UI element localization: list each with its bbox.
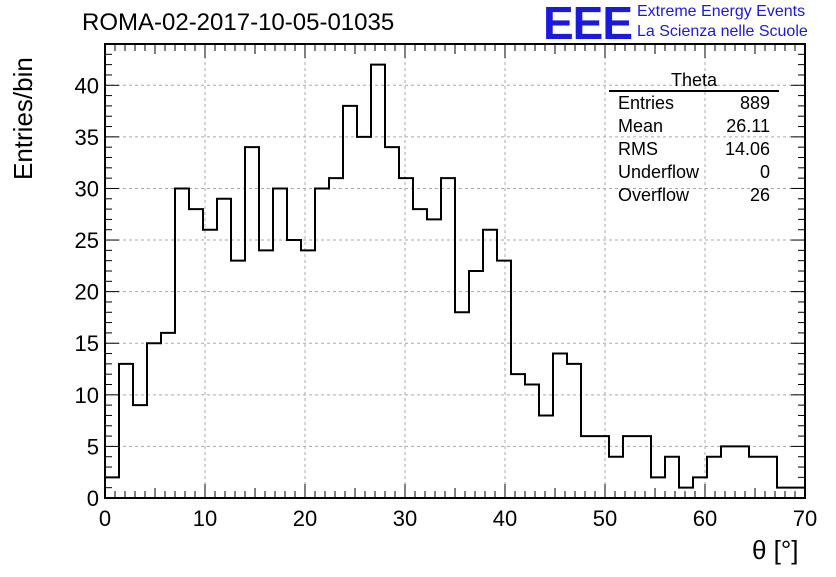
- histogram-bar: [259, 250, 273, 498]
- stats-title: Theta: [609, 70, 779, 92]
- x-tick-label: 10: [193, 506, 217, 531]
- histogram-outline: [104, 63, 806, 498]
- histogram-bar: [343, 106, 357, 498]
- stats-row-underflow: Underflow 0: [609, 161, 779, 184]
- x-tick-label: 40: [493, 506, 517, 531]
- histogram-bar: [231, 261, 245, 498]
- histogram-bar: [119, 364, 133, 498]
- x-tick-label: 30: [393, 506, 417, 531]
- histogram-bar: [329, 178, 343, 498]
- x-tick-label: 50: [593, 506, 617, 531]
- stats-row-rms: RMS 14.06: [609, 138, 779, 161]
- histogram-bar: [497, 261, 511, 498]
- histogram-bar: [581, 436, 595, 498]
- stats-value: 889: [739, 93, 770, 113]
- histogram-bar: [553, 354, 567, 498]
- y-tick-label: 10: [75, 383, 99, 408]
- histogram-bar: [511, 374, 525, 498]
- histogram-bar: [623, 436, 637, 498]
- axis-ticks: [104, 43, 806, 499]
- histogram-bar: [217, 199, 231, 498]
- histogram-bar: [357, 137, 371, 498]
- stats-value: 26: [749, 185, 770, 205]
- logo-tagline-1: Extreme Energy Events: [637, 3, 806, 20]
- stats-label: Overflow: [618, 185, 690, 205]
- histogram-bar: [399, 178, 413, 498]
- y-tick-label: 25: [75, 228, 99, 253]
- stats-label: RMS: [618, 139, 658, 159]
- stats-value: 26.11: [726, 116, 770, 136]
- y-tick-label: 20: [75, 280, 99, 305]
- histogram-bar: [595, 436, 609, 498]
- histogram-bar: [245, 147, 259, 498]
- y-axis-label: Entries/bin: [8, 57, 38, 180]
- eee-logo: EEE: [543, 0, 633, 49]
- stats-value: 14.06: [724, 139, 770, 159]
- x-axis-label: θ [°]: [752, 535, 799, 565]
- x-tick-labels: 0 10 20 30 40 50 60 70: [99, 506, 817, 531]
- stats-label: Mean: [618, 116, 664, 136]
- histogram-bar: [413, 209, 427, 498]
- histogram-bar: [749, 457, 763, 498]
- histogram-bar: [651, 477, 665, 498]
- stats-row-mean: Mean 26.11: [609, 115, 779, 138]
- plot-title: ROMA-02-2017-10-05-01035: [82, 9, 395, 36]
- histogram-bar: [567, 364, 581, 498]
- histogram-bar: [665, 457, 679, 498]
- histogram-bar: [147, 343, 161, 498]
- histogram-bar: [483, 230, 497, 498]
- histogram-bar: [427, 219, 441, 498]
- stats-value: 0: [759, 162, 770, 182]
- histogram-bar: [525, 385, 539, 499]
- histogram-bar: [679, 488, 693, 498]
- histogram-bar: [637, 436, 651, 498]
- histogram-bar: [707, 457, 721, 498]
- y-tick-label: 40: [75, 73, 99, 98]
- histogram-bar: [441, 178, 455, 498]
- histogram-bar: [371, 65, 385, 498]
- histogram-bar: [385, 147, 399, 498]
- histogram-bar: [301, 250, 315, 498]
- histogram-bar: [609, 457, 623, 498]
- histogram-bar: [735, 446, 749, 498]
- y-tick-label: 0: [87, 486, 99, 511]
- x-tick-label: 20: [293, 506, 317, 531]
- histogram-bar: [777, 488, 791, 498]
- logo-tagline-2: La Scienza nelle Scuole: [637, 23, 808, 40]
- y-tick-labels: 0 5 10 15 20 25 30 35 40: [75, 73, 99, 511]
- stats-label: Underflow: [618, 162, 700, 182]
- x-tick-label: 70: [793, 506, 817, 531]
- stats-label: Entries: [618, 93, 675, 113]
- histogram-bar: [539, 415, 553, 498]
- y-tick-label: 15: [75, 331, 99, 356]
- stats-row-overflow: Overflow 26: [609, 184, 779, 207]
- histogram-bar: [161, 333, 175, 498]
- stats-box: Theta Entries 889 Mean 26.11 RMS 14.06 U…: [609, 70, 779, 207]
- stats-row-entries: Entries 889: [609, 92, 779, 115]
- histogram-bar: [133, 405, 147, 498]
- histogram-bar: [791, 488, 805, 498]
- y-tick-label: 5: [87, 434, 99, 459]
- histogram-bar: [189, 209, 203, 498]
- y-tick-label: 30: [75, 176, 99, 201]
- histogram-bar: [287, 240, 301, 498]
- y-tick-label: 35: [75, 125, 99, 150]
- x-tick-label: 0: [99, 506, 111, 531]
- histogram-bar: [721, 446, 735, 498]
- histogram-bar: [469, 271, 483, 498]
- x-tick-label: 60: [693, 506, 717, 531]
- histogram-bar: [455, 312, 469, 498]
